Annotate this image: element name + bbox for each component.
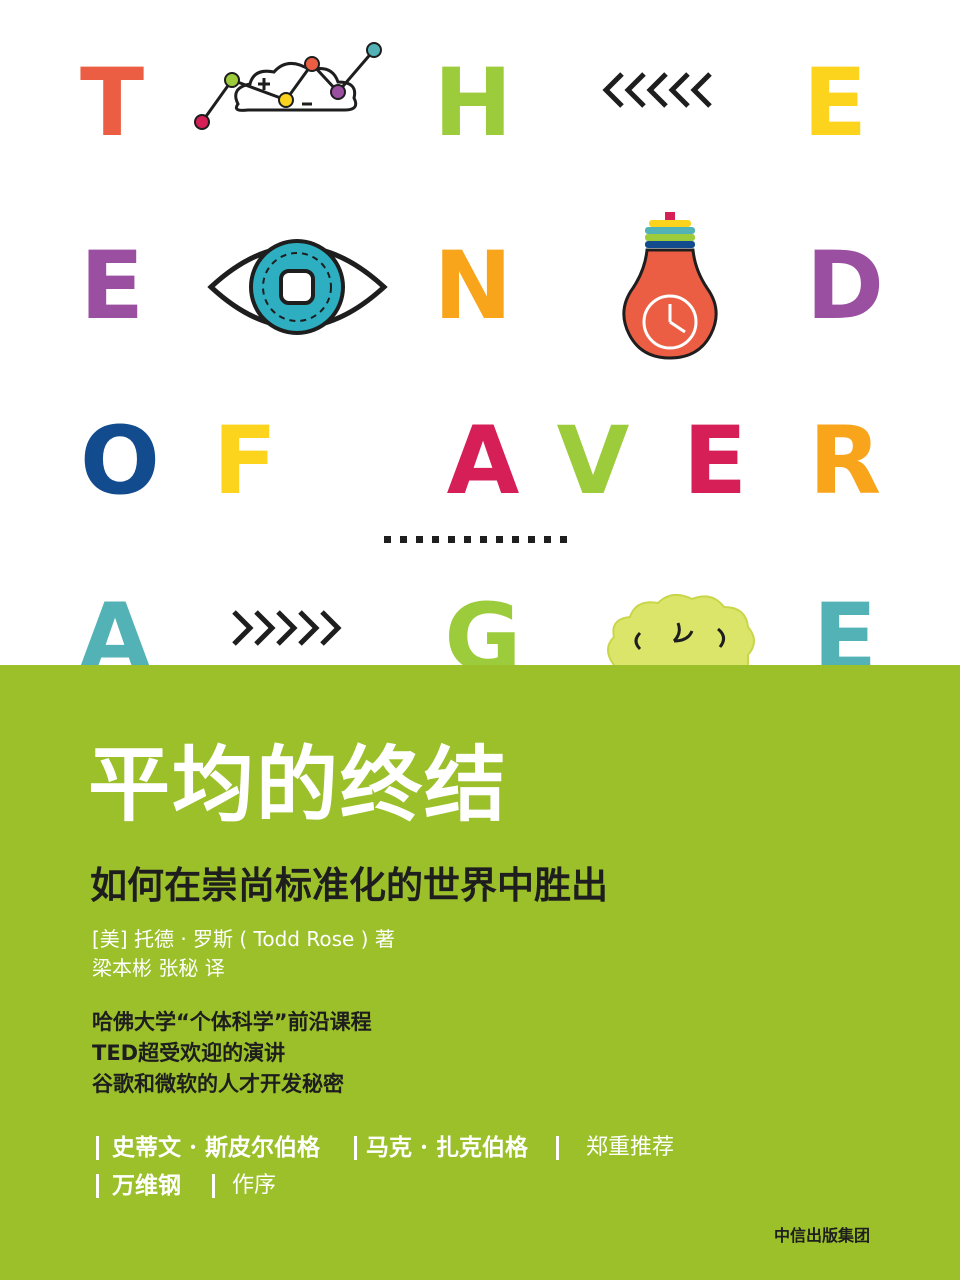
letter-g: G <box>444 584 522 666</box>
tagline-harvard: 哈佛大学“个体科学”前沿课程 <box>92 1010 372 1034</box>
letter-o: O <box>80 407 160 516</box>
divider-bar <box>212 1174 215 1198</box>
letter-n: N <box>433 232 513 341</box>
publisher-name: 中信出版集团 <box>774 1226 871 1245</box>
book-title: 平均的终结 <box>88 738 509 833</box>
dotted-line-icon <box>384 536 567 543</box>
green-band <box>0 665 960 1280</box>
letter-f: F <box>212 407 278 516</box>
divider-bar <box>96 1136 99 1160</box>
letter-e: E <box>802 49 868 158</box>
chevrons-left-icon <box>602 72 712 108</box>
divider-bar <box>354 1136 357 1160</box>
recommender-spielberg: 史蒂文 · 斯皮尔伯格 <box>112 1134 321 1161</box>
lightbulb-clock-icon <box>622 212 718 360</box>
cover-illustration: T H E E <box>78 42 885 666</box>
letter-t: T <box>79 49 145 158</box>
translator-line: 梁本彬 张秘 译 <box>92 956 225 980</box>
preface-author: 万维钢 <box>112 1172 181 1199</box>
divider-bar <box>96 1174 99 1198</box>
chevrons-right-icon <box>232 610 342 646</box>
author-line: [美] 托德 · 罗斯 ( Todd Rose ) 著 <box>92 927 395 951</box>
letter-r: R <box>808 407 882 516</box>
divider-bar <box>556 1136 559 1160</box>
letter-a: A <box>78 584 152 666</box>
recommender-zuckerberg: 马克 · 扎克伯格 <box>366 1134 529 1161</box>
tagline-ted: TED超受欢迎的演讲 <box>92 1041 286 1065</box>
letter-v: V <box>556 407 630 516</box>
letter-a: A <box>446 407 520 516</box>
book-subtitle: 如何在崇尚标准化的世界中胜出 <box>90 863 608 907</box>
preface-label: 作序 <box>232 1173 277 1198</box>
recommend-label: 郑重推荐 <box>586 1135 675 1160</box>
letter-e: E <box>812 584 878 666</box>
letter-d: D <box>805 232 885 341</box>
brain-icon <box>607 593 755 665</box>
letter-e: E <box>79 232 145 341</box>
letter-h: H <box>433 49 513 158</box>
letter-e: E <box>682 407 748 516</box>
tagline-google-microsoft: 谷歌和微软的人才开发秘密 <box>92 1072 344 1096</box>
cloud-network-icon <box>194 42 382 130</box>
eye-icon <box>207 239 388 335</box>
